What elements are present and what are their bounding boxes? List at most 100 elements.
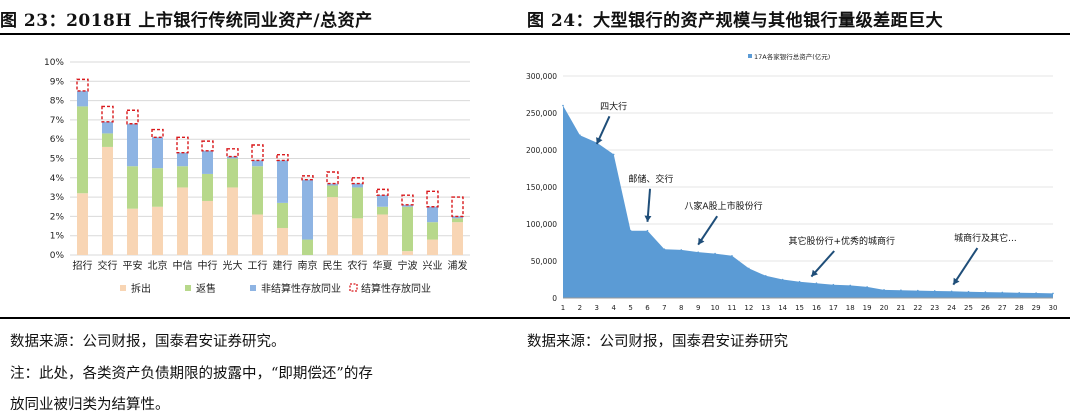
x-category-label: 中信 [173,259,193,272]
bar-segment [427,206,438,223]
bar-segment [302,239,313,255]
bar-segment-settlement [176,136,189,154]
data-point [798,280,801,283]
data-point [967,290,970,293]
x-tick-label: 14 [778,304,787,312]
bar-segment [277,227,288,255]
bar-segment [327,197,338,255]
legend-swatch [748,54,752,58]
annotation-label: 八家A股上市股份行 [684,200,762,212]
x-category-label: 民生 [323,259,343,272]
data-point [663,248,666,250]
bar-segment [227,158,238,188]
x-category-label: 光大 [223,259,243,272]
bar-segment-settlement [376,188,389,196]
bar-segment [352,183,363,188]
data-point [883,289,885,291]
left-figure: 图 23：2018H 上市银行传统同业资产/总资产 0% 1% 2% 3% 4% 5% 6%… [0,11,540,413]
annotation-label: 四大行 [600,100,627,112]
left-source: 数据来源：公司财报，国泰君安证券研究。 [10,334,286,350]
bar-segment [177,166,188,188]
bar-segment [227,187,238,255]
annotation-arrow [952,247,979,286]
x-category-label: 交行 [98,259,118,272]
x-tick-label: 10 [711,304,720,312]
data-point [984,291,987,293]
bar-segment [452,222,463,255]
annotation-label: 其它股份行+优秀的城商行 [789,235,896,247]
x-category-label: 建行 [273,259,293,272]
data-point [629,229,632,232]
bar-segment [77,106,88,194]
left-figure-title: 图 23：2018H 上市银行传统同业资产/总资产 [0,11,373,31]
bar-segment [377,195,388,207]
legend-label: 非结算性存放同业 [261,282,341,295]
right-figure: 图 24：大型银行的资产规模与其他银行量级差距巨大 0 50,000 100,000… [515,0,1080,420]
bar-segment [202,173,213,201]
x-category-label: 南京 [298,259,318,272]
bar-segment [102,146,113,255]
data-point [579,134,581,136]
bar-segment [102,121,113,134]
y-tick-label: 8% [50,97,65,107]
x-tick-label: 7 [662,304,666,312]
bar-segment [277,160,288,203]
x-category-label: 招行 [73,259,93,272]
data-point [764,275,767,277]
data-point [832,283,835,286]
x-tick-label: 30 [1049,304,1058,312]
annotation-arrowhead [811,269,818,277]
legend-label: 17A各家银行总资产(亿元) [754,52,830,61]
x-category-label: 工行 [248,259,268,272]
y-tick-label: 9% [50,77,65,87]
x-tick-label: 9 [696,304,700,312]
x-tick-label: 20 [880,304,889,312]
bar-segment [127,166,138,209]
right-area-chart: 0 50,000 100,000 150,000 200,000 250,000 300,0… [526,52,1058,312]
x-tick-label: 22 [913,304,922,312]
bar-segment [427,222,438,240]
legend-swatch [185,285,191,291]
bar-segment [452,216,463,219]
x-tick-label: 8 [679,304,683,312]
x-tick-label: 12 [744,304,753,312]
x-tick-label: 18 [846,304,855,312]
bar-segment [152,168,163,207]
bar-segment [127,208,138,255]
y-tick-label: 5% [50,155,65,165]
legend-swatch [349,283,358,292]
x-tick-label: 5 [628,304,632,312]
bar-segment [402,204,413,207]
data-point [562,104,564,107]
x-category-label: 中行 [198,259,218,272]
x-tick-label: 11 [728,304,737,312]
x-tick-label: 1 [561,304,565,312]
data-point [900,289,902,292]
bar-segment [352,187,363,219]
x-tick-label: 28 [1015,304,1024,312]
bar-segment [202,200,213,255]
bar-segment-settlement [76,78,89,92]
bar-segment-settlement [451,196,464,218]
x-tick-label: 17 [829,304,838,312]
x-tick-label: 29 [1032,304,1041,312]
bar-segment [77,90,88,107]
bar-segment [177,187,188,255]
x-category-label: 华夏 [373,259,393,272]
bar-segment [252,214,263,255]
y-tick-label: 50,000 [531,257,557,266]
bar-segment [452,218,463,223]
legend-swatch [120,285,126,291]
x-tick-label: 19 [863,304,872,312]
bar-segment [127,123,138,167]
bar-segment [277,202,288,228]
bar-segment-settlement [276,153,289,162]
data-point [815,282,818,284]
y-tick-label: 0 [552,294,557,303]
data-point [866,286,868,288]
data-point [646,229,649,232]
bar-segment [77,193,88,255]
bar-segment [377,206,388,215]
x-category-label: 平安 [123,259,143,272]
bar-segment-settlement [251,144,264,162]
